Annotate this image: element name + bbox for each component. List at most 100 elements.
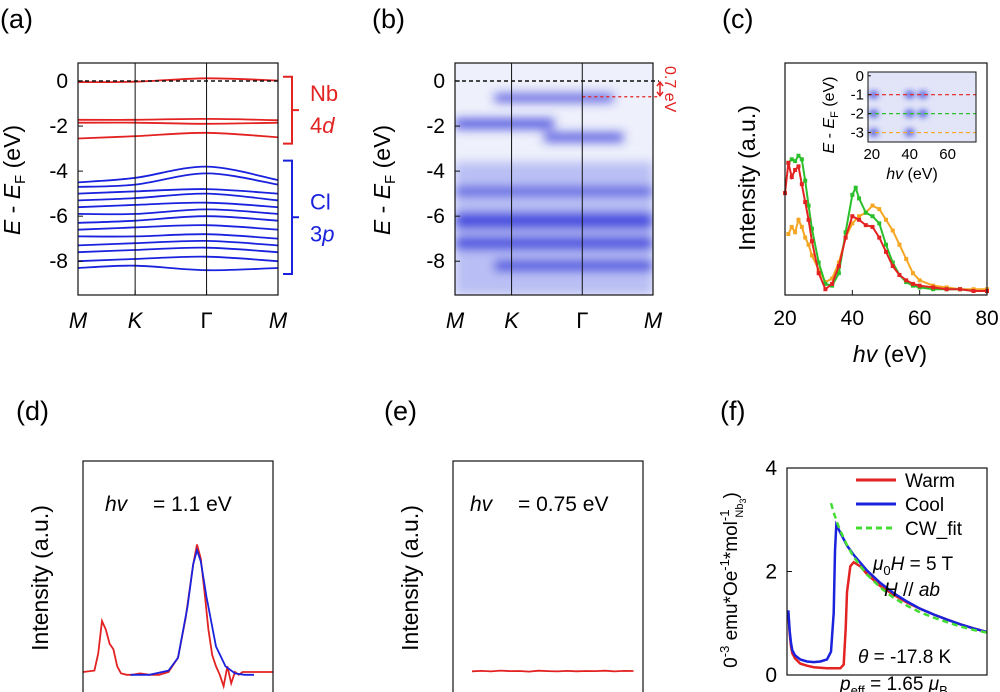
intensity-marker bbox=[853, 185, 858, 190]
intensity-marker bbox=[816, 271, 821, 276]
band-line bbox=[77, 165, 279, 184]
spectrum-line bbox=[82, 544, 273, 690]
y-axis-label: Intensity (a.u.) bbox=[27, 505, 53, 651]
x-tick-label: 80 bbox=[975, 307, 998, 330]
cl-bracket bbox=[283, 159, 299, 275]
hv-symbol: hv bbox=[105, 493, 129, 516]
intensity-marker bbox=[789, 157, 794, 162]
intensity-marker bbox=[796, 153, 801, 158]
intensity-marker bbox=[806, 217, 811, 222]
intensity-marker bbox=[884, 242, 888, 247]
band-line bbox=[77, 117, 279, 122]
spectrum-line bbox=[130, 547, 254, 676]
intensity-marker bbox=[863, 210, 868, 215]
spectrum-curves bbox=[471, 669, 634, 673]
legend-label: Warm bbox=[905, 471, 955, 492]
panel-e-spectrum: hv = 0.75 eV Intensity (a.u.) bbox=[397, 460, 644, 692]
intensity-marker bbox=[897, 272, 902, 277]
peff-annotation: peff = 1.65 μB bbox=[839, 674, 948, 692]
susceptibility-line bbox=[829, 502, 987, 634]
panel-c-intensity-vs-hv: 20 40 60 80 hv (eV) Intensity (a.u.) 0-1-2-… bbox=[734, 62, 999, 367]
x-tick-label: 20 bbox=[773, 307, 796, 330]
y-tick-label: -8 bbox=[49, 250, 68, 273]
band-line bbox=[77, 208, 279, 216]
intensity-marker bbox=[931, 285, 936, 290]
field-annotation: μ0H = 5 T bbox=[872, 554, 954, 578]
nb-bracket bbox=[283, 75, 299, 145]
inset-blob bbox=[904, 109, 915, 118]
x-ticks: 20 40 60 80 bbox=[773, 290, 999, 330]
y-axis-label: 0-3 emu*Oe-1*mol-1 Nb3) bbox=[717, 492, 748, 668]
panel-c-letter: (c) bbox=[722, 4, 753, 34]
susceptibility-line bbox=[787, 520, 987, 664]
y-ticks: 0 -2 -4 -6 -8 bbox=[426, 70, 460, 273]
intensity-line bbox=[787, 154, 987, 292]
y-ticks: 0 -2 -4 -6 -8 bbox=[49, 70, 83, 273]
band-feature bbox=[455, 118, 554, 129]
intensity-marker bbox=[904, 256, 909, 261]
intensity-marker bbox=[836, 264, 841, 269]
y-label-dash: - bbox=[821, 129, 838, 143]
spectrum-curves bbox=[82, 544, 273, 690]
inset-background bbox=[868, 72, 976, 142]
k-label: M bbox=[269, 308, 288, 333]
band-feature bbox=[455, 237, 653, 250]
intensity-marker bbox=[870, 214, 875, 219]
y-tick-label: -6 bbox=[49, 205, 68, 228]
inset-y-label: E - EF (eV) bbox=[821, 77, 841, 154]
y-label-unit: (eV) bbox=[821, 77, 838, 112]
inset-blob bbox=[868, 128, 879, 137]
inset-blob bbox=[904, 90, 915, 99]
intensity-marker bbox=[796, 164, 801, 169]
band-line bbox=[77, 239, 279, 247]
y-axis-label: E - EF (eV) bbox=[0, 125, 29, 235]
y-axis-label: E - EF (eV) bbox=[369, 125, 399, 235]
intensity-marker bbox=[850, 221, 855, 226]
intensity-marker bbox=[843, 230, 848, 235]
theta-annotation: θ = -17.8 K bbox=[858, 647, 952, 668]
orbital-number: 3 bbox=[310, 221, 322, 246]
orbital-number: 4 bbox=[310, 113, 322, 138]
y-axis-label: Intensity (a.u.) bbox=[397, 505, 423, 651]
panel-d-spectrum: hv = 1.1 eV Intensity (a.u.) bbox=[27, 460, 274, 692]
k-label: M bbox=[446, 308, 465, 333]
legend-label: Cool bbox=[905, 495, 944, 516]
panel-b-letter: (b) bbox=[372, 4, 405, 34]
intensity-marker bbox=[786, 232, 791, 237]
intensity-marker bbox=[793, 159, 798, 164]
plot-frame bbox=[82, 460, 274, 692]
intensity-marker bbox=[863, 223, 868, 228]
group-label-element: Nb bbox=[310, 81, 338, 106]
panel-e-letter: (e) bbox=[384, 396, 417, 426]
x-tick-label: 40 bbox=[841, 307, 864, 330]
hv-value: = 1.1 eV bbox=[153, 493, 232, 516]
intensity-marker bbox=[884, 249, 888, 254]
inset-x-label: hv (eV) bbox=[886, 166, 938, 183]
panel-f-susceptibility: 0 2 4 0-3 emu*Oe-1*mol-1 Nb3) Warm Cool CW_fi… bbox=[717, 457, 988, 692]
intensity-marker bbox=[806, 203, 811, 208]
band-line bbox=[77, 77, 279, 84]
y-axis-label: Intensity (a.u.) bbox=[734, 105, 760, 251]
intensity-marker bbox=[796, 217, 801, 222]
panel-b-arpes: 0 -2 -4 -6 -8 M K Γ M E - EF (eV) 0.7 eV bbox=[369, 62, 678, 333]
plot-frame bbox=[452, 460, 644, 692]
band-line bbox=[77, 131, 279, 140]
k-label: M bbox=[69, 308, 88, 333]
intensity-curves bbox=[783, 153, 989, 293]
intensity-marker bbox=[850, 214, 855, 219]
plot-frame bbox=[454, 62, 654, 296]
y-tick-label: -2 bbox=[426, 115, 445, 138]
hv-symbol: hv bbox=[470, 493, 494, 516]
intensity-marker bbox=[799, 157, 804, 162]
intensity-marker bbox=[890, 264, 895, 269]
y-tick-label: 0 bbox=[433, 70, 445, 93]
panel-f-letter: (f) bbox=[720, 396, 745, 426]
arpes-intensity-map bbox=[455, 93, 653, 295]
inset-blob bbox=[868, 109, 879, 118]
intensity-marker bbox=[830, 281, 835, 286]
intensity-marker bbox=[917, 278, 922, 283]
intensity-marker bbox=[971, 289, 976, 293]
legend-label: CW_fit bbox=[905, 519, 963, 540]
